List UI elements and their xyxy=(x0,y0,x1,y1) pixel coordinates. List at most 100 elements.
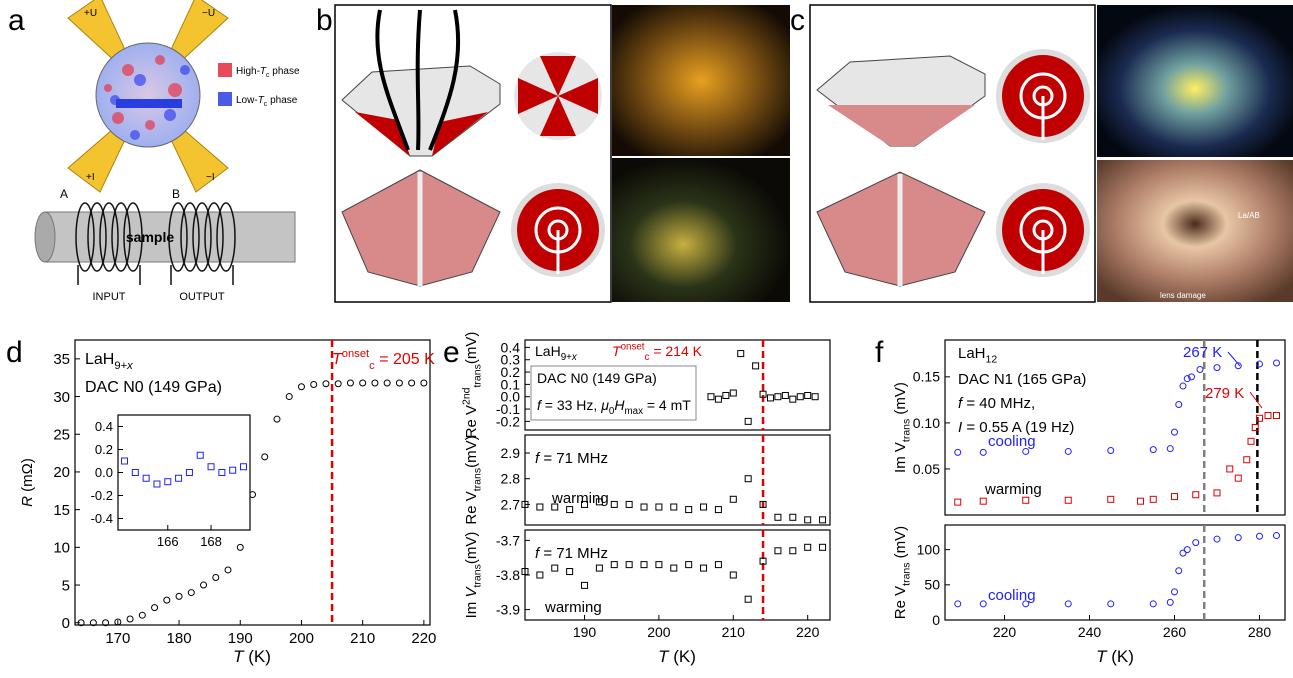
electrode-label: −I xyxy=(206,172,215,183)
panel-letter: b xyxy=(316,4,333,37)
y-axis-label: R (mΩ) xyxy=(19,458,36,507)
panel-letter: e xyxy=(443,336,460,369)
annotation: f = 71 MHz xyxy=(535,545,608,562)
y-tick-label: 35 xyxy=(53,351,70,368)
x-tick-label: 168 xyxy=(200,534,222,549)
cylinder-end xyxy=(35,212,55,262)
sample-label: sample xyxy=(126,229,174,245)
x-tick-label: 200 xyxy=(647,624,671,640)
text-part: LaH xyxy=(85,351,114,368)
annotation: cooling xyxy=(988,587,1036,604)
y-tick-label: 0 xyxy=(932,612,940,628)
y-tick-label: 0 xyxy=(62,615,70,632)
x-axis-label: T (K) xyxy=(233,647,271,666)
text-part: = 71 MHz xyxy=(539,545,608,562)
text-part: (mV) xyxy=(463,532,480,565)
photo-label: lens damage xyxy=(1160,291,1206,300)
y-tick-label: 0.2 xyxy=(95,442,113,457)
chart: 050100220240260280coolingRe Vtrans (mV)T… xyxy=(892,525,1285,666)
y-tick-label: 100 xyxy=(917,542,941,558)
x-tick-label: 210 xyxy=(350,630,375,647)
text-part: LaH xyxy=(958,345,986,362)
annotation: 267 K xyxy=(1183,344,1222,361)
text-part: 12 xyxy=(986,354,998,366)
y-tick-label: 30 xyxy=(53,389,70,406)
legend-label: Low-Tc phase xyxy=(236,95,298,108)
panel-letter: d xyxy=(6,336,23,369)
x-tick-label: 220 xyxy=(993,624,1017,640)
annotation: warming xyxy=(984,481,1042,498)
annotation: 279 K xyxy=(1205,385,1244,402)
text-part: R xyxy=(19,496,36,507)
text-part: cooling xyxy=(988,433,1036,450)
y-tick-label: -0.2 xyxy=(496,413,520,429)
y-tick-label: -3.9 xyxy=(496,602,520,618)
port-label: INPUT xyxy=(93,291,126,303)
text-part: = 205 K xyxy=(375,351,435,368)
text-part: 9+ xyxy=(561,352,572,363)
text-part: (K) xyxy=(1107,647,1134,666)
annotation: warming xyxy=(544,599,602,616)
text-part: High- xyxy=(236,66,260,77)
diagram-c: La/AB lens damage xyxy=(810,5,1293,302)
text-part: LaH xyxy=(535,343,561,359)
diagram-a: +U −U +I −I High-Tc phase Low-Tc phase s… xyxy=(35,0,300,303)
y-tick-label: 20 xyxy=(53,464,70,481)
y-tick-label: -0.4 xyxy=(91,511,113,526)
legend-swatch xyxy=(218,92,232,106)
text-part: (mV) xyxy=(892,526,909,563)
text-part: max xyxy=(624,406,643,417)
charts: 05101520253035170180190200210220LaH9+xDA… xyxy=(19,332,1285,666)
text-part: warming xyxy=(544,599,602,616)
bar xyxy=(116,99,182,108)
text-part: trans xyxy=(472,468,484,491)
text-part: onset xyxy=(621,342,645,353)
text-part: (mV) xyxy=(463,332,480,365)
x-tick-label: 220 xyxy=(411,630,436,647)
text-part: (mV) xyxy=(463,435,480,468)
x-axis-label: T (K) xyxy=(658,647,696,666)
annotation: warming xyxy=(551,490,609,507)
y-tick-label: 15 xyxy=(53,502,70,519)
y-tick-label: 0.10 xyxy=(913,415,940,431)
coil-label: A xyxy=(60,187,68,201)
text-part: Re V xyxy=(463,491,480,524)
port-label: OUTPUT xyxy=(179,291,225,303)
sample-disk xyxy=(96,43,200,147)
x-tick-label: 166 xyxy=(157,534,179,549)
y-axis-label: Re Vtrans(mV) xyxy=(463,435,484,524)
text-part: μ xyxy=(600,397,609,413)
text-part: onset xyxy=(342,348,370,360)
legend-label: High-Tc phase xyxy=(236,66,300,79)
photo-label: La/AB xyxy=(1238,211,1260,220)
text-part: DAC N0 (149 GPa) xyxy=(537,370,657,386)
y-axis-label: Im Vtrans (mV) xyxy=(892,382,913,473)
text-part: trans xyxy=(901,419,913,442)
text-part: = 33 Hz, xyxy=(541,397,601,413)
photo xyxy=(1097,160,1293,302)
chart: 0.40.30.20.10.0-0.1-0.2LaH9+xTonsetc = 2… xyxy=(460,332,830,439)
plot-frame xyxy=(525,435,830,525)
x-tick-label: 210 xyxy=(722,624,746,640)
text-part: Re V xyxy=(892,586,909,619)
y-tick-label: 5 xyxy=(62,577,70,594)
y-tick-label: 10 xyxy=(53,540,70,557)
text-part: Im V xyxy=(892,442,909,473)
y-tick-label: 50 xyxy=(924,577,940,593)
y-tick-label: -0.2 xyxy=(91,488,113,503)
annotation: f = 40 MHz, xyxy=(958,395,1035,412)
y-tick-label: 0.0 xyxy=(95,465,113,480)
text-part: 279 K xyxy=(1205,385,1244,402)
x-tick-label: 190 xyxy=(573,624,597,640)
text-part: DAC N0 (149 GPa) xyxy=(85,379,222,396)
x-tick-label: 180 xyxy=(167,630,192,647)
y-tick-label: 25 xyxy=(53,426,70,443)
y-tick-label: 2.7 xyxy=(501,496,521,512)
text-part: (mΩ) xyxy=(19,458,36,496)
legend-swatch xyxy=(218,63,232,77)
text-part: (K) xyxy=(669,647,696,666)
annotation: DAC N1 (165 GPa) xyxy=(958,371,1086,388)
y-axis-label: Re Vtrans (mV) xyxy=(892,526,913,619)
text-part: = 214 K xyxy=(649,343,702,359)
